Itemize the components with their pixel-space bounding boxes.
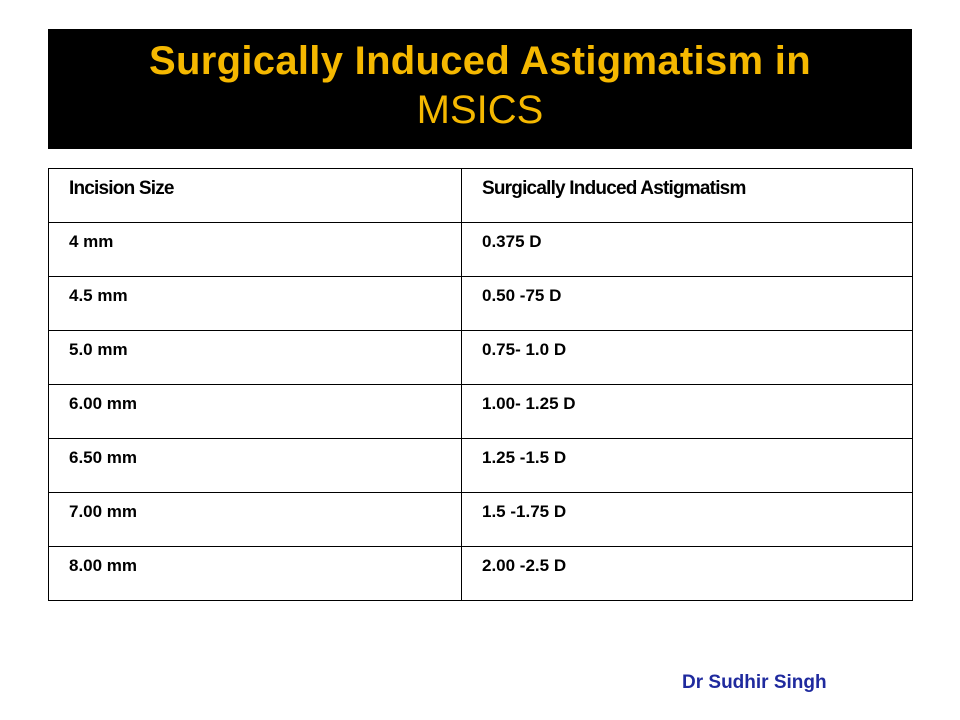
slide-title: Surgically Induced Astigmatism in xyxy=(149,39,811,83)
author-credit: Dr Sudhir Singh xyxy=(682,672,827,693)
incision-size-cell: 5.0 mm xyxy=(48,330,462,385)
table-header-row: Incision Size Surgically Induced Astigma… xyxy=(48,168,913,223)
incision-size-cell: 4 mm xyxy=(48,222,462,277)
astigmatism-value-cell: 0.375 D xyxy=(461,222,913,277)
header-incision-size: Incision Size xyxy=(48,168,462,223)
incision-size-cell: 6.00 mm xyxy=(48,384,462,439)
table-row: 4.5 mm 0.50 -75 D xyxy=(48,276,913,331)
incision-size-cell: 8.00 mm xyxy=(48,546,462,601)
incision-size-cell: 7.00 mm xyxy=(48,492,462,547)
slide-title-acronym: MSICS xyxy=(416,88,544,132)
table-row: 8.00 mm 2.00 -2.5 D xyxy=(48,546,913,601)
astigmatism-value-cell: 0.75- 1.0 D xyxy=(461,330,913,385)
table-row: 6.50 mm 1.25 -1.5 D xyxy=(48,438,913,493)
astigmatism-value-cell: 1.00- 1.25 D xyxy=(461,384,913,439)
title-banner: Surgically Induced Astigmatism in MSICS xyxy=(48,29,912,149)
table-row: 7.00 mm 1.5 -1.75 D xyxy=(48,492,913,547)
astigmatism-value-cell: 0.50 -75 D xyxy=(461,276,913,331)
astigmatism-value-cell: 1.5 -1.75 D xyxy=(461,492,913,547)
astigmatism-value-cell: 2.00 -2.5 D xyxy=(461,546,913,601)
table-row: 6.00 mm 1.00- 1.25 D xyxy=(48,384,913,439)
astigmatism-value-cell: 1.25 -1.5 D xyxy=(461,438,913,493)
astigmatism-table: Incision Size Surgically Induced Astigma… xyxy=(48,168,913,601)
table-row: 5.0 mm 0.75- 1.0 D xyxy=(48,330,913,385)
header-surgically-induced-astigmatism: Surgically Induced Astigmatism xyxy=(461,168,913,223)
incision-size-cell: 4.5 mm xyxy=(48,276,462,331)
table-row: 4 mm 0.375 D xyxy=(48,222,913,277)
incision-size-cell: 6.50 mm xyxy=(48,438,462,493)
